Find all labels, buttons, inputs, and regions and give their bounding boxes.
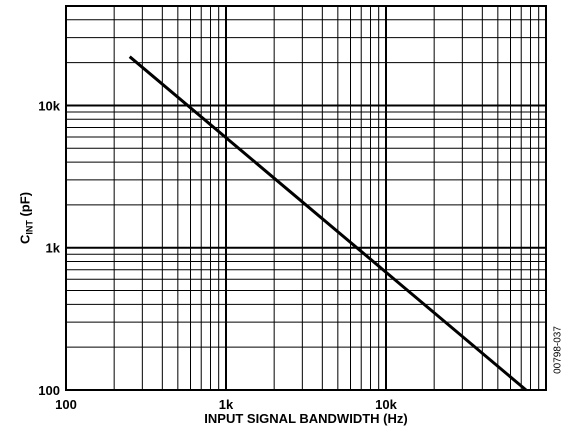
plot-frame: [65, 5, 547, 391]
series-layer: [128, 55, 527, 392]
y-axis-label: CINT (pF): [18, 192, 35, 244]
y-axis-label-wrap: CINT (pF): [8, 192, 44, 244]
figure-id-wrap: 00798-037: [548, 300, 568, 400]
figure-id: 00798-037: [552, 326, 564, 374]
y-tick-label: 1k: [46, 241, 61, 256]
x-tick-label: 1k: [219, 397, 234, 412]
x-tick-label: 10k: [375, 397, 397, 412]
x-axis-label: INPUT SIGNAL BANDWIDTH (Hz): [204, 411, 408, 426]
y-axis-label-subscript: INT: [24, 220, 35, 235]
y-axis-label-unit: (pF): [17, 191, 33, 221]
series-line: [128, 55, 527, 392]
x-tick-label: 100: [55, 397, 77, 412]
minor-gridlines: [66, 6, 546, 390]
y-tick-label: 10k: [38, 98, 60, 113]
tick-labels: 100 1k 10k 100 1k 10k: [38, 98, 397, 412]
major-gridlines: [66, 6, 546, 390]
y-axis-label-main: C: [17, 234, 33, 245]
y-tick-label: 100: [38, 383, 60, 398]
